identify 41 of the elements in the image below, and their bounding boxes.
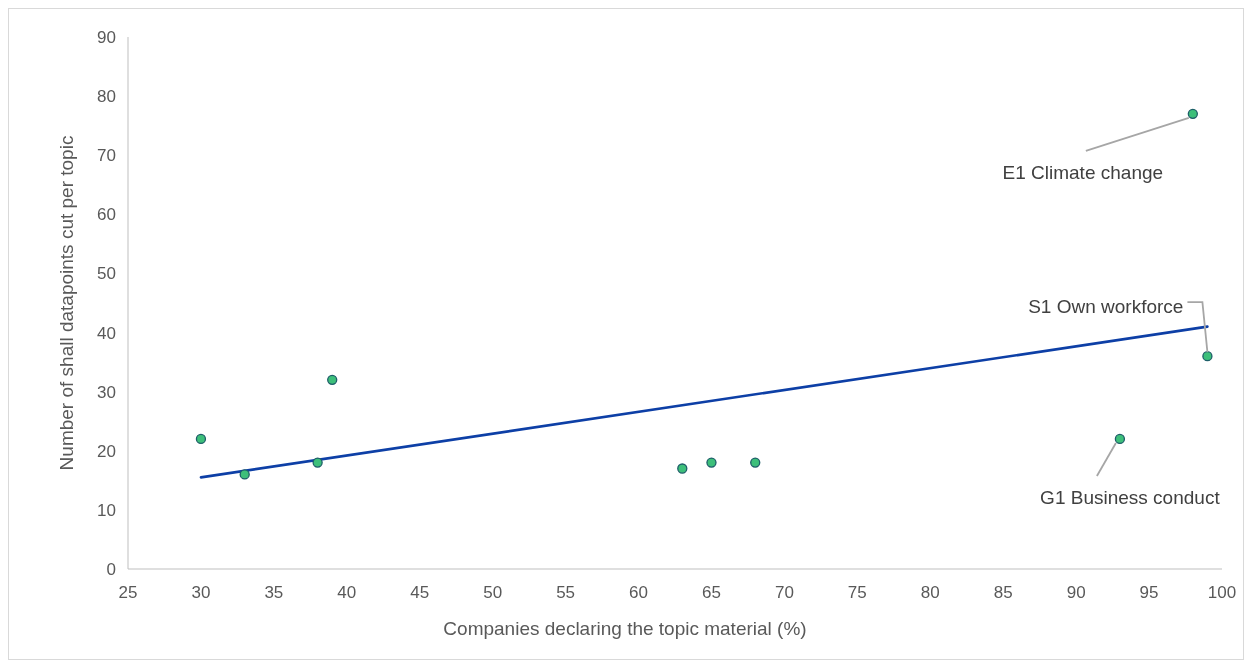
x-tick-label: 45 — [410, 583, 430, 602]
x-tick-label: 95 — [1139, 583, 1159, 602]
x-tick-label: 75 — [847, 583, 867, 602]
x-tick-label: 70 — [774, 583, 794, 602]
x-tick-label: 90 — [1066, 583, 1086, 602]
y-tick-label: 90 — [97, 27, 116, 47]
x-tick-label: 35 — [264, 583, 284, 602]
y-tick-label: 80 — [97, 87, 116, 107]
y-tick-label: 20 — [97, 441, 116, 461]
x-axis-title: Companies declaring the topic material (%) — [443, 618, 807, 639]
y-tick-label: 40 — [97, 323, 116, 343]
y-tick-label: 30 — [97, 382, 116, 402]
annotation: G1 Business conduct — [1040, 486, 1221, 508]
point — [706, 457, 717, 468]
x-tick-label: 85 — [993, 583, 1013, 602]
point — [1187, 108, 1198, 119]
x-tick-label: 80 — [920, 583, 940, 602]
y-tick-label: 0 — [106, 559, 116, 579]
point — [195, 433, 207, 445]
y-tick-label: 70 — [97, 146, 116, 166]
x-tick-label: 30 — [191, 583, 211, 602]
x-tick-label: 60 — [629, 583, 648, 602]
point — [1114, 433, 1126, 445]
point — [677, 463, 688, 474]
point — [312, 457, 323, 468]
point — [750, 457, 761, 468]
point — [1202, 351, 1213, 362]
y-tick-label: 10 — [97, 500, 116, 520]
y-tick-label: 50 — [97, 264, 116, 284]
x-tick-label: 100 — [1207, 583, 1237, 602]
annotation: E1 Climate change — [1002, 162, 1164, 184]
x-tick-label: 25 — [118, 583, 138, 602]
x-tick-label: 40 — [337, 583, 357, 602]
point — [239, 469, 250, 480]
point — [327, 374, 338, 385]
x-tick-label: 55 — [556, 583, 576, 602]
x-tick-label: 50 — [483, 583, 503, 602]
x-tick-label: 65 — [702, 583, 721, 602]
y-axis-title: Number of shall datapoints cut per topic — [56, 135, 77, 471]
y-tick-label: 60 — [97, 205, 116, 225]
annotation: S1 Own workforce — [1028, 295, 1184, 317]
